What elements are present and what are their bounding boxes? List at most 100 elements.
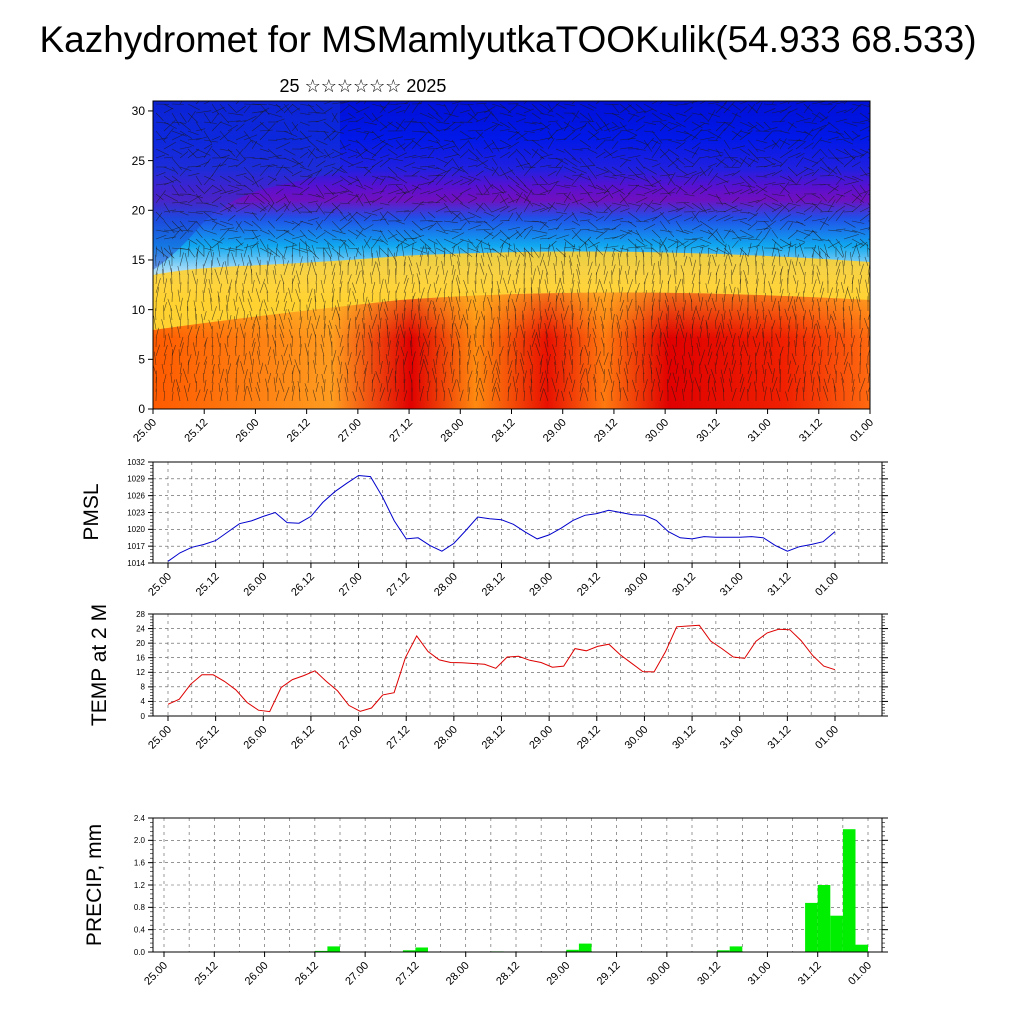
wind-barb [275, 243, 278, 258]
wind-barb [379, 158, 391, 168]
wind-barb [417, 304, 421, 321]
wind-barb [635, 229, 644, 242]
wind-barb [235, 204, 250, 213]
wind-barb [435, 112, 443, 120]
wind-barb [587, 175, 596, 190]
wind-barb [762, 310, 765, 321]
wind-barb [507, 150, 517, 159]
wind-barb [247, 290, 253, 303]
wind-barb [306, 304, 309, 321]
wind-barb [739, 220, 752, 226]
wind-barb [763, 386, 767, 402]
wind-barb [467, 370, 473, 384]
wind-barb [483, 356, 487, 366]
wind-barb [555, 371, 559, 384]
wind-barb [387, 269, 391, 285]
wind-barb [731, 240, 739, 249]
wind-barb [743, 270, 749, 285]
wind-barb [409, 264, 413, 276]
wind-barb [835, 175, 846, 181]
wind-barb [370, 272, 373, 285]
wind-barb [283, 229, 295, 237]
wind-barb [409, 340, 413, 357]
wind-barb [569, 260, 573, 276]
wind-barb [291, 206, 304, 213]
wind-barb [715, 246, 719, 258]
wind-barb [587, 307, 593, 321]
wind-barb [843, 180, 859, 186]
wind-barb [659, 332, 662, 348]
wind-barb [226, 295, 229, 312]
wind-barb [675, 314, 680, 330]
wind-barb [675, 166, 688, 176]
wind-barb [514, 338, 517, 348]
wind-barb [233, 298, 237, 312]
wind-barb [755, 316, 759, 330]
wind-barb [745, 278, 749, 294]
x-tick-label: 27.00 [337, 571, 365, 599]
wind-barb [459, 247, 473, 258]
wind-barb [763, 127, 778, 132]
wind-barb [291, 103, 301, 111]
wind-barb [603, 112, 620, 115]
wind-barb [739, 229, 755, 238]
wind-barb [339, 117, 353, 123]
wind-barb [411, 229, 421, 237]
wind-barb [243, 229, 258, 231]
wind-barb [490, 327, 493, 339]
wind-barb [251, 163, 262, 168]
wind-barb [459, 179, 472, 186]
wind-barb [787, 166, 798, 176]
wind-barb [299, 229, 308, 239]
wind-barb [787, 341, 790, 357]
wind-barb [545, 272, 549, 285]
wind-barb [363, 282, 366, 294]
wind-barb [762, 255, 765, 267]
wind-barb [434, 243, 437, 258]
wind-barb [739, 271, 742, 285]
wind-barb [331, 202, 343, 214]
wind-barb [443, 210, 461, 213]
wind-barb [273, 349, 277, 366]
wind-barb [239, 323, 245, 339]
wind-barb [755, 184, 768, 193]
wind-barb [247, 298, 253, 312]
wind-barb [627, 112, 640, 117]
wind-barb [555, 222, 562, 231]
precip-y-axis: 0.00.40.81.21.62.02.4 [134, 814, 888, 957]
wind-barb [747, 200, 760, 204]
wind-barb [683, 238, 697, 240]
wind-barb [592, 327, 597, 339]
wind-barb [603, 380, 608, 393]
wind-barb [587, 351, 590, 366]
wind-barb [443, 390, 445, 402]
wind-barb [691, 101, 695, 105]
wind-barb [379, 247, 389, 257]
wind-barb [216, 332, 221, 348]
wind-barb [627, 229, 640, 236]
wind-barb [659, 184, 672, 196]
wind-barb [243, 314, 249, 330]
wind-barb [792, 275, 797, 285]
wind-barb [411, 130, 426, 133]
wind-barb [843, 211, 854, 213]
wind-barb [259, 130, 269, 141]
wind-barb [555, 389, 560, 402]
wind-barb [331, 295, 334, 312]
precip-bar [402, 950, 416, 952]
wind-barb [755, 102, 763, 114]
wind-barb [594, 251, 597, 267]
wind-barb [691, 171, 703, 177]
wind-barb [307, 288, 313, 303]
wind-barb [819, 216, 829, 231]
wind-barb [387, 183, 403, 186]
wind-barb [507, 231, 519, 240]
precip-bar [415, 947, 428, 952]
wind-barb [240, 253, 245, 267]
wind-barb [731, 145, 746, 150]
wind-barb [816, 265, 821, 276]
wind-barb [264, 282, 269, 294]
wind-barb [480, 255, 485, 267]
wind-barb [435, 256, 438, 267]
wind-barb [691, 185, 703, 195]
